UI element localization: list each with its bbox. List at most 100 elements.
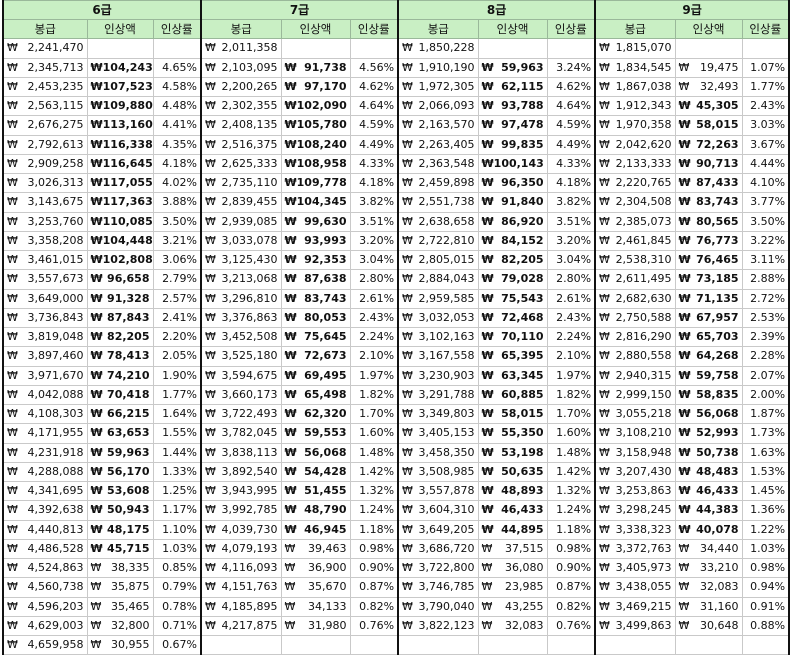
rate-cell[interactable] [349, 38, 400, 59]
empty-cell[interactable] [349, 634, 400, 655]
increase-cell[interactable]: ₩108,240 [280, 134, 351, 155]
increase-cell[interactable]: ₩45,305 [674, 95, 743, 117]
increase-cell[interactable]: ₩32,083 [674, 577, 743, 598]
salary-cell[interactable]: ₩3,349,803 [397, 403, 479, 425]
increase-cell[interactable]: ₩59,963 [86, 442, 154, 463]
rate-cell[interactable]: 4.64% [349, 95, 400, 117]
salary-cell[interactable]: ₩3,253,863 [594, 480, 676, 502]
increase-cell[interactable]: ₩36,080 [477, 557, 548, 579]
increase-cell[interactable]: ₩97,478 [477, 115, 548, 136]
increase-cell[interactable]: ₩50,943 [86, 500, 154, 521]
increase-cell[interactable]: ₩36,900 [280, 557, 351, 579]
rate-cell[interactable]: 0.98% [546, 538, 597, 560]
increase-cell[interactable]: ₩48,790 [280, 500, 351, 521]
rate-cell[interactable]: 0.87% [349, 577, 400, 598]
increase-cell[interactable]: ₩80,053 [280, 307, 351, 329]
rate-cell[interactable]: 0.85% [152, 557, 203, 579]
increase-cell[interactable]: ₩63,653 [86, 423, 154, 444]
salary-cell[interactable]: ₩2,363,548 [397, 153, 479, 175]
rate-cell[interactable]: 2.61% [546, 288, 597, 309]
rate-cell[interactable]: 4.41% [152, 115, 203, 136]
rate-cell[interactable]: 1.48% [546, 442, 597, 463]
rate-cell[interactable]: 1.33% [152, 461, 203, 483]
salary-cell[interactable]: ₩2,792,613 [2, 134, 88, 155]
salary-cell[interactable]: ₩2,345,713 [2, 57, 88, 78]
salary-cell[interactable]: ₩2,805,015 [397, 249, 479, 271]
salary-cell[interactable]: ₩3,338,323 [594, 519, 676, 540]
rate-cell[interactable]: 1.82% [349, 384, 400, 406]
increase-cell[interactable]: ₩38,335 [86, 557, 154, 579]
rate-cell[interactable]: 1.36% [741, 500, 791, 521]
rate-cell[interactable]: 1.18% [349, 519, 400, 540]
salary-cell[interactable]: ₩2,551,738 [397, 192, 479, 213]
rate-cell[interactable]: 1.24% [349, 500, 400, 521]
rate-cell[interactable]: 3.51% [546, 211, 597, 232]
salary-cell[interactable]: ₩4,392,638 [2, 500, 88, 521]
increase-cell[interactable]: ₩96,658 [86, 269, 154, 290]
salary-cell[interactable]: ₩2,385,073 [594, 211, 676, 232]
rate-cell[interactable]: 4.56% [349, 57, 400, 78]
increase-cell[interactable]: ₩46,945 [280, 519, 351, 540]
salary-cell[interactable]: ₩3,892,540 [200, 461, 282, 483]
salary-cell[interactable]: ₩2,884,043 [397, 269, 479, 290]
rate-cell[interactable]: 2.10% [546, 346, 597, 367]
increase-cell[interactable] [674, 38, 743, 59]
increase-cell[interactable]: ₩48,893 [477, 480, 548, 502]
column-header-cell[interactable]: 봉급 [397, 18, 479, 40]
salary-cell[interactable]: ₩3,746,785 [397, 577, 479, 598]
rate-cell[interactable]: 0.98% [349, 538, 400, 560]
rate-cell[interactable]: 2.24% [546, 326, 597, 348]
salary-cell[interactable]: ₩4,596,203 [2, 596, 88, 617]
rate-cell[interactable]: 1.53% [741, 461, 791, 483]
increase-cell[interactable]: ₩116,338 [86, 134, 154, 155]
salary-cell[interactable]: ₩4,185,895 [200, 596, 282, 617]
rate-cell[interactable]: 3.50% [152, 211, 203, 232]
rate-cell[interactable]: 0.98% [741, 557, 791, 579]
salary-cell[interactable]: ₩2,880,558 [594, 346, 676, 367]
rate-cell[interactable]: 0.67% [152, 634, 203, 655]
rate-cell[interactable]: 1.87% [741, 403, 791, 425]
increase-cell[interactable]: ₩35,465 [86, 596, 154, 617]
salary-cell[interactable]: ₩2,722,810 [397, 230, 479, 252]
salary-cell[interactable]: ₩3,358,208 [2, 230, 88, 252]
salary-cell[interactable]: ₩2,200,265 [200, 76, 282, 98]
empty-cell[interactable] [594, 634, 676, 655]
salary-cell[interactable]: ₩3,298,245 [594, 500, 676, 521]
column-header-cell[interactable]: 봉급 [2, 18, 88, 40]
increase-cell[interactable]: ₩117,055 [86, 172, 154, 194]
increase-cell[interactable]: ₩62,320 [280, 403, 351, 425]
increase-cell[interactable]: ₩110,085 [86, 211, 154, 232]
rate-cell[interactable]: 3.04% [349, 249, 400, 271]
rate-cell[interactable]: 3.24% [546, 57, 597, 78]
column-header-cell[interactable]: 인상액 [280, 18, 351, 40]
column-header-cell[interactable]: 봉급 [594, 18, 676, 40]
salary-cell[interactable]: ₩2,304,508 [594, 192, 676, 213]
salary-cell[interactable]: ₩2,939,085 [200, 211, 282, 232]
rate-cell[interactable]: 1.60% [546, 423, 597, 444]
increase-cell[interactable]: ₩34,133 [280, 596, 351, 617]
rate-cell[interactable]: 4.18% [349, 172, 400, 194]
salary-cell[interactable]: ₩3,594,675 [200, 365, 282, 386]
salary-cell[interactable]: ₩3,499,863 [594, 615, 676, 637]
rate-cell[interactable]: 4.49% [349, 134, 400, 155]
rate-cell[interactable]: 4.59% [546, 115, 597, 136]
salary-cell[interactable]: ₩2,999,150 [594, 384, 676, 406]
grade-title-cell[interactable]: 7급 [200, 0, 400, 20]
increase-cell[interactable]: ₩54,428 [280, 461, 351, 483]
rate-cell[interactable]: 3.20% [546, 230, 597, 252]
salary-cell[interactable]: ₩3,469,215 [594, 596, 676, 617]
rate-cell[interactable]: 2.80% [349, 269, 400, 290]
salary-cell[interactable]: ₩3,461,015 [2, 249, 88, 271]
increase-cell[interactable]: ₩40,078 [674, 519, 743, 540]
rate-cell[interactable]: 3.82% [546, 192, 597, 213]
salary-cell[interactable]: ₩3,207,430 [594, 461, 676, 483]
increase-cell[interactable]: ₩31,160 [674, 596, 743, 617]
increase-cell[interactable]: ₩74,210 [86, 365, 154, 386]
empty-cell[interactable] [674, 634, 743, 655]
increase-cell[interactable]: ₩72,468 [477, 307, 548, 329]
rate-cell[interactable]: 0.82% [349, 596, 400, 617]
increase-cell[interactable]: ₩59,963 [477, 57, 548, 78]
increase-cell[interactable] [86, 38, 154, 59]
increase-cell[interactable]: ₩19,475 [674, 57, 743, 78]
salary-cell[interactable]: ₩2,066,093 [397, 95, 479, 117]
